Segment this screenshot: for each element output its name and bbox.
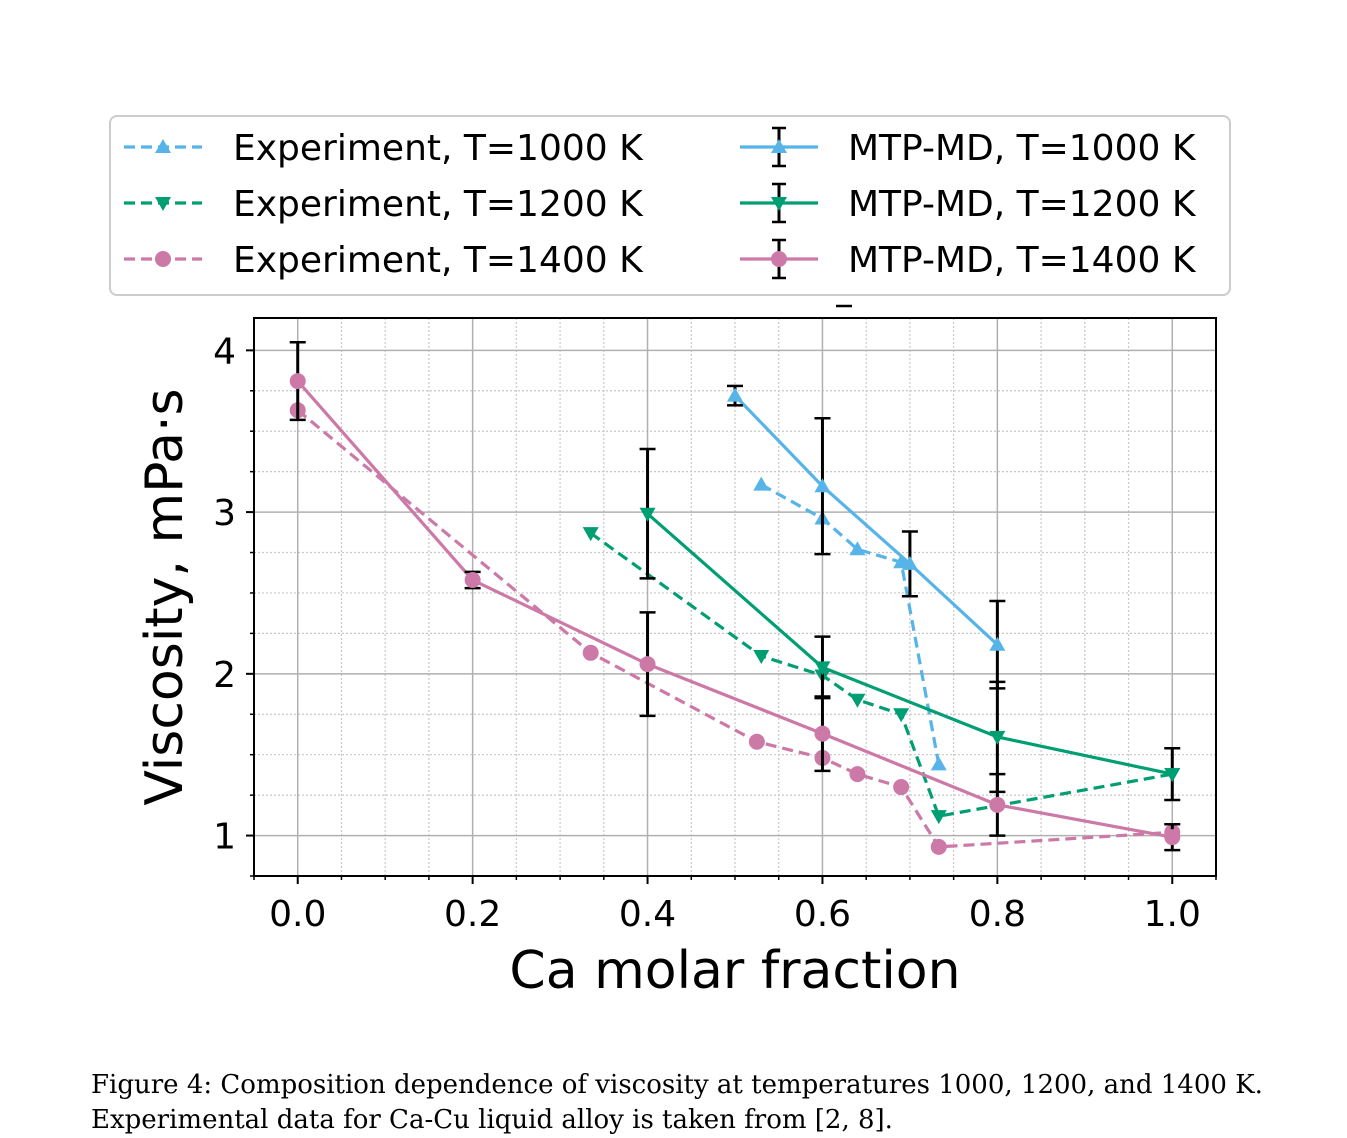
legend-marker — [771, 139, 787, 153]
legend-item-3: Experiment, T=1400 K — [124, 240, 644, 281]
legend-item-6: MTP-MD, T=1400 K — [740, 238, 1197, 281]
series-3-point — [748, 733, 765, 750]
series-2-point — [893, 708, 910, 723]
series-1-point — [849, 541, 866, 556]
series-6-point — [814, 725, 831, 742]
legend-label: MTP-MD, T=1000 K — [848, 128, 1197, 169]
series-6-point — [464, 572, 481, 589]
legend-marker — [155, 251, 171, 267]
x-tick-label: 0.8 — [969, 894, 1026, 935]
caption-line-2: Experimental data for Ca-Cu liquid alloy… — [91, 1105, 893, 1135]
series-4-point — [989, 636, 1006, 651]
caption-line-1: Figure 4: Composition dependence of visc… — [91, 1070, 1263, 1100]
series-1-point — [753, 476, 770, 491]
series-2-point — [849, 693, 866, 708]
series-4-point — [727, 387, 743, 402]
x-axis-title: Ca molar fraction — [509, 941, 960, 1001]
series-6-line — [296, 380, 1173, 839]
series-5-point — [814, 661, 831, 676]
series-5-point — [639, 507, 656, 522]
series-6-point — [1164, 829, 1181, 846]
x-tick-label: 1.0 — [1144, 894, 1201, 935]
series-5-point — [989, 730, 1006, 745]
legend-label: Experiment, T=1000 K — [233, 128, 644, 169]
y-axis-title: Viscosity, mPa·s — [135, 388, 195, 805]
y-tick-label: 4 — [213, 331, 236, 372]
series-3-point — [893, 779, 910, 796]
y-tick-label: 2 — [213, 655, 236, 696]
legend-marker — [771, 197, 787, 211]
x-tick-label: 0.6 — [794, 894, 851, 935]
series-1 — [753, 476, 947, 771]
legend-item-5: MTP-MD, T=1200 K — [740, 182, 1197, 225]
series-3-point — [930, 838, 947, 855]
series-6-point — [989, 796, 1006, 813]
series-6 — [289, 341, 1181, 852]
figure-caption: Figure 4: Composition dependence of visc… — [91, 1068, 1311, 1138]
series-4-line — [733, 394, 999, 646]
legend-label: MTP-MD, T=1200 K — [848, 184, 1197, 225]
series-3-line — [296, 408, 1173, 849]
y-tick-label: 3 — [213, 493, 236, 534]
series-5-line — [646, 512, 1173, 776]
legend-item-1: Experiment, T=1000 K — [124, 128, 644, 169]
x-tick-label: 0.2 — [444, 894, 501, 935]
series-1-point — [930, 756, 947, 771]
y-tick-label: 1 — [213, 817, 236, 858]
series-6-point — [289, 373, 306, 390]
legend-marker — [155, 139, 171, 153]
legend-label: Experiment, T=1400 K — [233, 240, 644, 281]
series-6-point — [639, 656, 656, 673]
legend-item-4: MTP-MD, T=1000 K — [740, 126, 1197, 169]
series-3-point — [582, 644, 599, 661]
legend-item-2: Experiment, T=1200 K — [124, 184, 644, 225]
legend-marker — [155, 197, 171, 211]
series-4-point — [901, 555, 918, 570]
series-1-line — [760, 483, 941, 765]
series-4 — [727, 384, 1006, 690]
series-4-point — [814, 478, 831, 493]
series-2-point — [930, 810, 947, 825]
series-2-point — [582, 527, 599, 542]
axis-ticks: 0.0 0.2 0.4 0.6 0.8 1.0 1 2 3 4 — [213, 304, 1217, 935]
series-3-point — [849, 766, 866, 783]
legend-box — [109, 115, 1231, 296]
x-tick-label: 0.4 — [619, 894, 676, 935]
series-2-point — [753, 650, 770, 665]
legend-marker — [771, 251, 787, 267]
x-tick-label: 0.0 — [269, 894, 326, 935]
legend-label: Experiment, T=1200 K — [233, 184, 644, 225]
series-5-point — [1164, 768, 1181, 783]
legend: Experiment, T=1000 K Experiment, T=1200 K… — [109, 115, 1231, 296]
plot-data — [289, 341, 1181, 855]
legend-label: MTP-MD, T=1400 K — [848, 240, 1197, 281]
